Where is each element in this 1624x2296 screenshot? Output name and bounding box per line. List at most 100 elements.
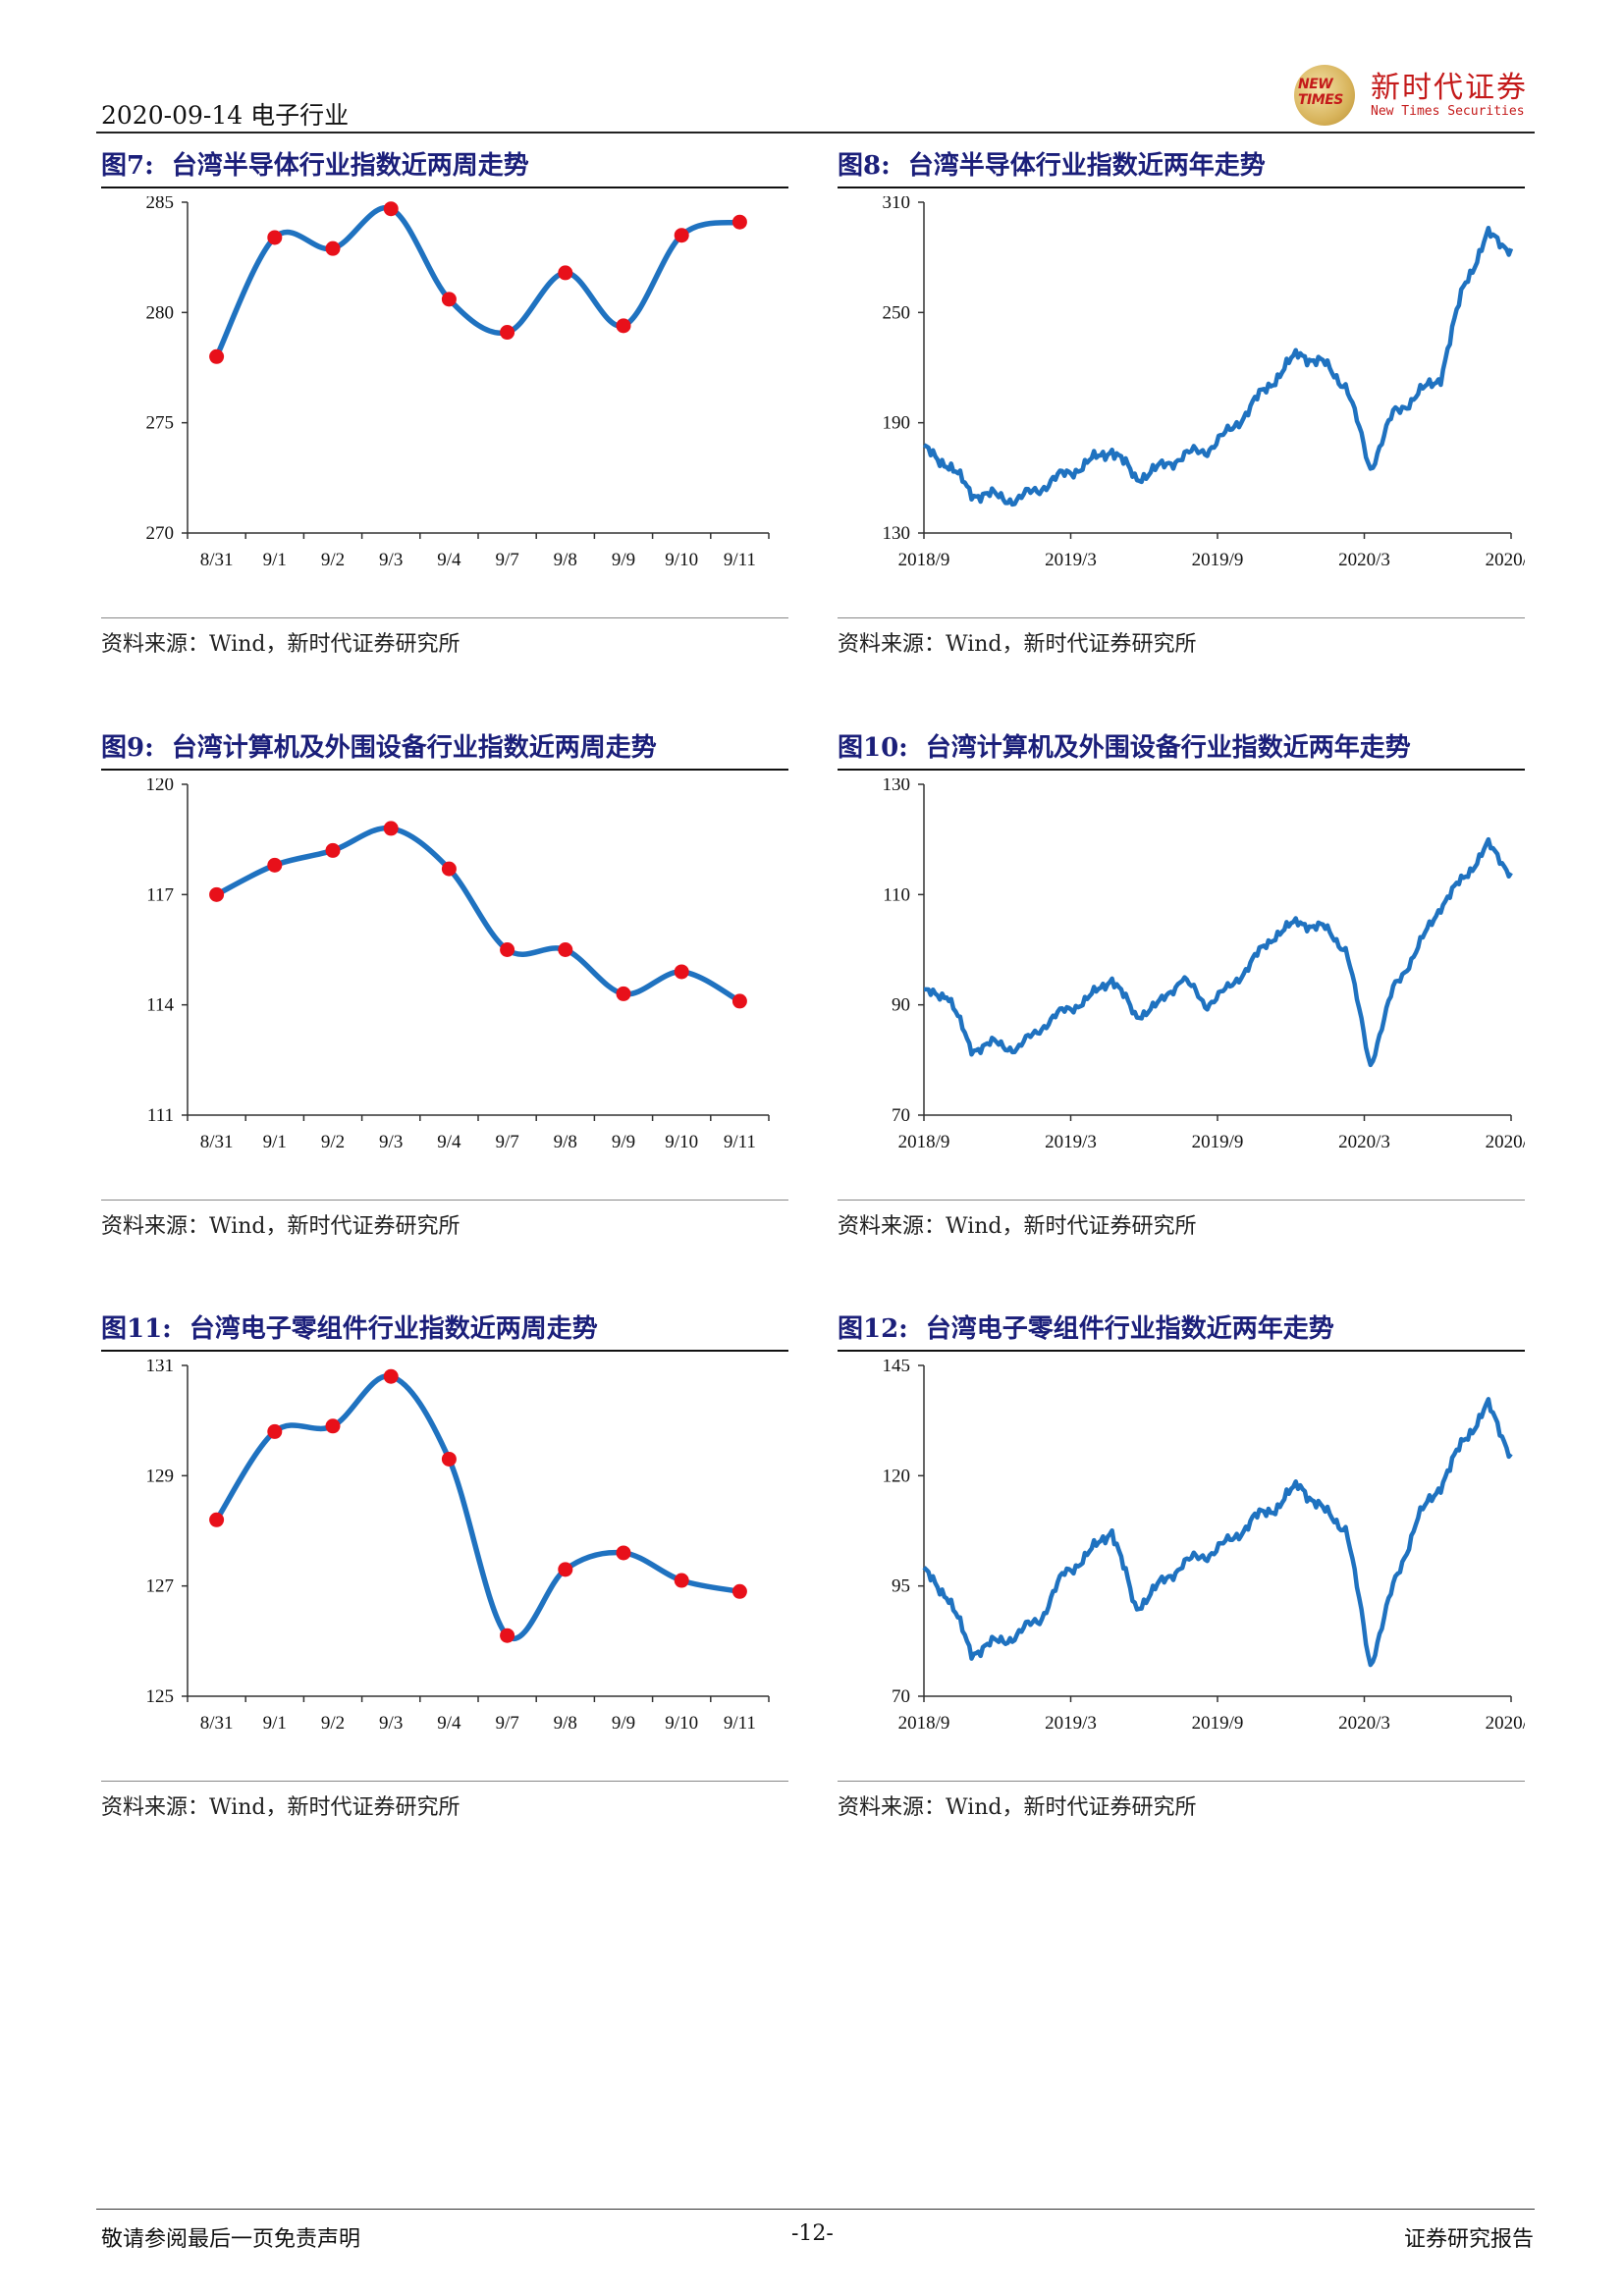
data-point [383,821,399,836]
y-tick-label: 70 [892,1105,910,1126]
data-point [441,292,457,307]
header-divider [96,132,1535,133]
x-tick-label: 9/2 [321,550,345,570]
series-line [924,836,1513,1068]
x-tick-label: 9/4 [437,550,461,570]
data-point [383,1368,399,1384]
line-chart: 270 275 280 285 8/31 9/1 9/2 9/3 9/4 9/7 9/8 9/9 9/1… [146,192,770,570]
data-point [616,986,631,1001]
line-chart: 130 190 250 310 2018/9 2019/3 2019/9 2020/3 2020… [883,192,1538,570]
data-point [674,228,689,243]
chart-10: 70 90 110 130 2018/9 2019/3 2019/9 2020/3 2020/9 [838,774,1538,1189]
x-tick-label: 9/11 [724,1132,756,1152]
y-tick-label: 95 [892,1576,910,1597]
y-tick-label: 250 [883,302,911,323]
report-date-industry: 2020-09-14 电子行业 [101,101,350,130]
logo-emblem-icon [1294,65,1355,126]
figure-title: 图12: 台湾电子零组件行业指数近两年走势 [838,1312,1525,1352]
y-tick-label: 125 [146,1686,175,1707]
y-tick-label: 70 [892,1686,910,1707]
x-tick-label: 2019/9 [1192,550,1244,570]
x-tick-label: 9/4 [437,1132,461,1152]
data-point [441,1451,457,1467]
figure-source: 资料来源：Wind，新时代证券研究所 [838,1781,1525,1821]
x-tick-label: 2018/9 [898,1132,950,1152]
x-tick-label: 9/1 [263,1713,287,1734]
x-tick-label: 2018/9 [898,1713,950,1734]
data-point [441,861,457,877]
x-tick-label: 9/11 [724,550,756,570]
x-tick-label: 2019/9 [1192,1713,1244,1734]
data-point [731,1583,747,1599]
x-tick-label: 9/9 [612,1132,635,1152]
x-tick-label: 2020/9 [1486,1713,1525,1734]
y-tick-label: 130 [883,523,911,544]
figure-caption: 台湾电子零组件行业指数近两年走势 [925,1314,1334,1344]
x-tick-label: 2019/9 [1192,1132,1244,1152]
y-tick-label: 127 [146,1576,175,1597]
x-tick-label: 9/4 [437,1713,461,1734]
y-tick-label: 190 [883,413,911,434]
y-tick-label: 285 [146,196,175,213]
data-point [209,886,225,902]
figure-caption: 台湾计算机及外围设备行业指数近两周走势 [171,733,657,763]
data-point [325,240,341,256]
x-tick-label: 9/8 [554,1713,577,1734]
footer-report-type: 证券研究报告 [1403,2227,1534,2252]
x-tick-label: 2019/3 [1045,1713,1097,1734]
y-tick-label: 111 [147,1105,174,1126]
x-tick-label: 9/2 [321,1713,345,1734]
x-tick-label: 2020/9 [1486,1132,1525,1152]
y-tick-label: 270 [146,523,175,544]
x-tick-label: 9/11 [724,1713,756,1734]
data-point [325,1418,341,1434]
company-logo: NEW TIMES 新时代证券 New Times Securities [1294,63,1536,126]
data-point [616,1545,631,1561]
data-point [209,1512,225,1527]
y-tick-label: 145 [883,1360,911,1376]
x-tick-label: 9/8 [554,1132,577,1152]
line-chart: 70 95 120 145 2018/9 2019/3 2019/9 2020/3 2020/9 [883,1356,1538,1734]
x-tick-label: 2019/3 [1045,1132,1097,1152]
x-tick-label: 9/3 [379,550,403,570]
x-tick-label: 2020/3 [1338,1132,1390,1152]
series-line [922,1397,1513,1668]
y-tick-label: 120 [146,778,175,795]
figure-number: 图9: [101,733,154,763]
figure-caption: 台湾半导体行业指数近两年走势 [907,151,1266,181]
series-line [214,204,741,358]
figure-caption: 台湾电子零组件行业指数近两周走势 [189,1314,598,1344]
y-tick-label: 280 [146,302,175,323]
figure-title: 图8: 台湾半导体行业指数近两年走势 [838,149,1525,188]
x-tick-label: 9/10 [665,1713,698,1734]
x-tick-label: 9/7 [495,1132,518,1152]
x-tick-label: 9/9 [612,550,635,570]
data-point [325,842,341,858]
data-point [383,201,399,217]
x-tick-label: 2020/3 [1338,1713,1390,1734]
x-tick-label: 9/8 [554,550,577,570]
figure-source: 资料来源：Wind，新时代证券研究所 [838,617,1525,658]
x-tick-label: 9/10 [665,550,698,570]
line-chart: 70 90 110 130 2018/9 2019/3 2019/9 2020/3 2020/9 [883,774,1538,1152]
x-tick-label: 9/7 [495,1713,518,1734]
data-point [616,318,631,334]
y-tick-label: 120 [883,1466,911,1486]
figure-source: 资料来源：Wind，新时代证券研究所 [101,1200,788,1240]
series-line [215,825,741,1004]
figure-source: 资料来源：Wind，新时代证券研究所 [838,1200,1525,1240]
figure-caption: 台湾半导体行业指数近两周走势 [171,151,529,181]
figure-title: 图10: 台湾计算机及外围设备行业指数近两年走势 [838,731,1525,771]
y-tick-label: 310 [883,196,911,213]
data-point [558,942,573,957]
y-tick-label: 275 [146,413,175,434]
data-point [209,348,225,364]
footer-disclaimer: 敬请参阅最后一页免责声明 [101,2227,361,2252]
series-line [922,225,1514,507]
x-tick-label: 9/1 [263,1132,287,1152]
figure-title: 图9: 台湾计算机及外围设备行业指数近两周走势 [101,731,788,771]
logo-name-cn: 新时代证券 [1371,71,1528,105]
figure-source: 资料来源：Wind，新时代证券研究所 [101,1781,788,1821]
data-point [500,325,515,341]
x-tick-label: 8/31 [200,1132,234,1152]
